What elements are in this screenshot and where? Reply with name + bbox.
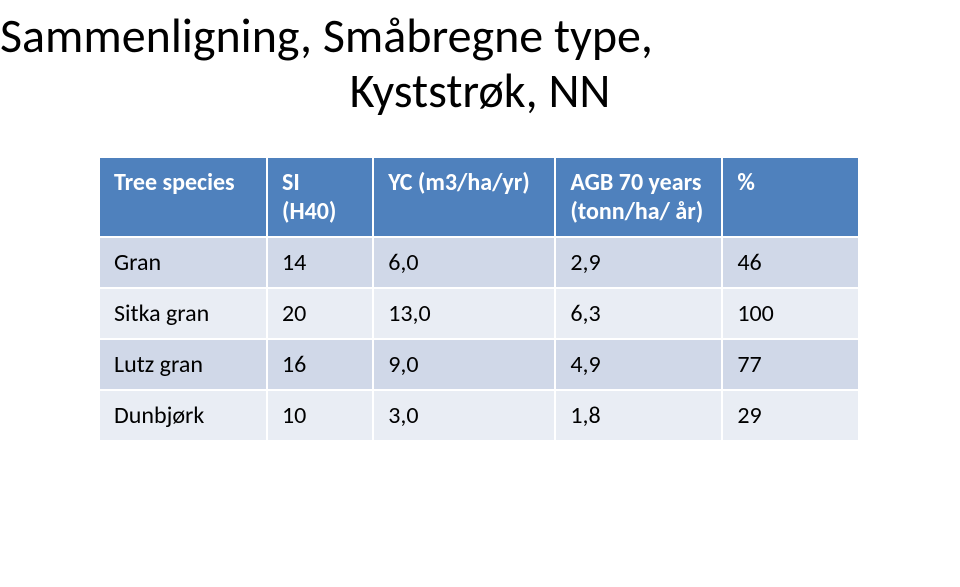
cell-yc: 13,0 (373, 288, 555, 339)
title-line1: Sammenligning, Småbregne type, (0, 8, 960, 63)
col-si: SI (H40) (267, 158, 373, 237)
cell-species: Lutz gran (100, 339, 267, 390)
cell-si: 10 (267, 390, 373, 441)
table-row: Lutz gran 16 9,0 4,9 77 (100, 339, 859, 390)
col-species: Tree species (100, 158, 267, 237)
table-row: Dunbjørk 10 3,0 1,8 29 (100, 390, 859, 441)
cell-species: Gran (100, 237, 267, 288)
cell-si: 14 (267, 237, 373, 288)
table-header-row: Tree species SI (H40) YC (m3/ha/yr) AGB … (100, 158, 859, 237)
cell-pct: 46 (722, 237, 859, 288)
cell-pct: 29 (722, 390, 859, 441)
cell-yc: 6,0 (373, 237, 555, 288)
cell-pct: 77 (722, 339, 859, 390)
cell-agb: 2,9 (555, 237, 722, 288)
cell-yc: 9,0 (373, 339, 555, 390)
cell-agb: 4,9 (555, 339, 722, 390)
page-title: Sammenligning, Småbregne type, Kyststrøk… (0, 0, 960, 118)
slide: Sammenligning, Småbregne type, Kyststrøk… (0, 0, 960, 587)
col-pct: % (722, 158, 859, 237)
comparison-table: Tree species SI (H40) YC (m3/ha/yr) AGB … (100, 158, 860, 442)
comparison-table-wrap: Tree species SI (H40) YC (m3/ha/yr) AGB … (100, 158, 860, 442)
cell-yc: 3,0 (373, 390, 555, 441)
cell-si: 16 (267, 339, 373, 390)
cell-agb: 1,8 (555, 390, 722, 441)
cell-species: Sitka gran (100, 288, 267, 339)
cell-si: 20 (267, 288, 373, 339)
col-agb: AGB 70 years (tonn/ha/ år) (555, 158, 722, 237)
col-yc: YC (m3/ha/yr) (373, 158, 555, 237)
cell-pct: 100 (722, 288, 859, 339)
table-row: Sitka gran 20 13,0 6,3 100 (100, 288, 859, 339)
cell-species: Dunbjørk (100, 390, 267, 441)
cell-agb: 6,3 (555, 288, 722, 339)
table-row: Gran 14 6,0 2,9 46 (100, 237, 859, 288)
title-line2: Kyststrøk, NN (0, 63, 960, 118)
